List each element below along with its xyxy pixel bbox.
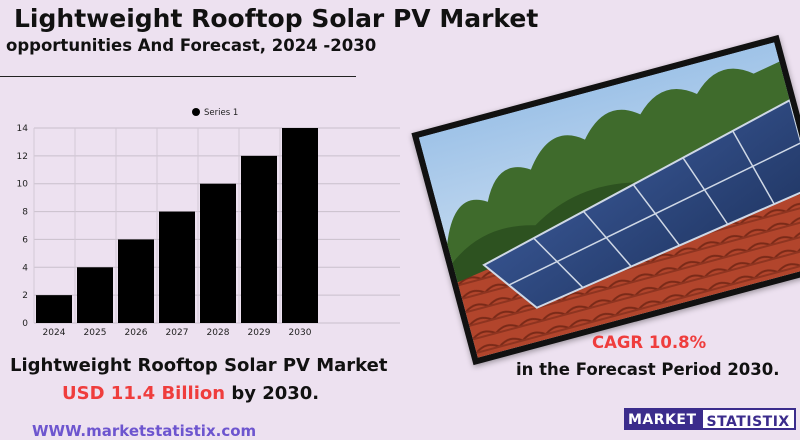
rooftop-solar-panels-photo-icon <box>418 42 800 358</box>
y-tick-label: 14 <box>17 124 29 134</box>
brand-logo: MARKET STATISTIX <box>624 408 796 430</box>
y-tick-label: 6 <box>22 235 28 245</box>
y-tick-label: 10 <box>17 180 29 190</box>
solar-panel-photo <box>411 34 800 366</box>
bar <box>282 128 318 323</box>
legend-marker <box>192 108 200 116</box>
logo-market: MARKET <box>624 408 701 430</box>
x-tick-label: 2028 <box>207 328 230 338</box>
bar-chart: 0 2 4 6 8 10 12 14 2024 2025 2026 2027 2028 2029 2030 S… <box>17 108 400 338</box>
bar <box>36 295 72 323</box>
market-value-text: USD 11.4 Billion by 2030. <box>62 383 319 404</box>
y-tick-label: 0 <box>22 319 28 329</box>
bar <box>77 267 113 323</box>
page-subtitle: opportunities And Forecast, 2024 -2030 <box>6 36 377 55</box>
x-tick-label: 2029 <box>248 328 271 338</box>
y-tick-label: 2 <box>22 291 28 301</box>
y-tick-label: 4 <box>22 263 28 273</box>
bar <box>159 211 195 323</box>
page-title: Lightweight Rooftop Solar PV Market <box>14 4 539 33</box>
legend-label: Series 1 <box>204 108 238 118</box>
bar <box>200 183 236 323</box>
cagr-text: CAGR 10.8% <box>592 333 707 352</box>
market-value-highlight: USD 11.4 Billion <box>62 383 226 404</box>
forecast-period-text: in the Forecast Period 2030. <box>516 360 780 379</box>
x-tick-label: 2030 <box>289 328 312 338</box>
y-tick-label: 12 <box>17 152 28 162</box>
bar <box>241 155 277 323</box>
x-tick-label: 2024 <box>43 328 66 338</box>
x-tick-label: 2027 <box>166 328 189 338</box>
x-tick-label: 2025 <box>84 328 107 338</box>
website-link[interactable]: WWW.marketstatistix.com <box>32 422 257 440</box>
y-tick-label: 8 <box>22 208 28 218</box>
market-name-text: Lightweight Rooftop Solar PV Market <box>10 355 388 376</box>
title-divider <box>0 76 356 77</box>
market-value-suffix: by 2030. <box>225 383 320 404</box>
bar <box>118 239 154 323</box>
logo-statistix: STATISTIX <box>700 408 796 430</box>
x-tick-label: 2026 <box>125 328 148 338</box>
